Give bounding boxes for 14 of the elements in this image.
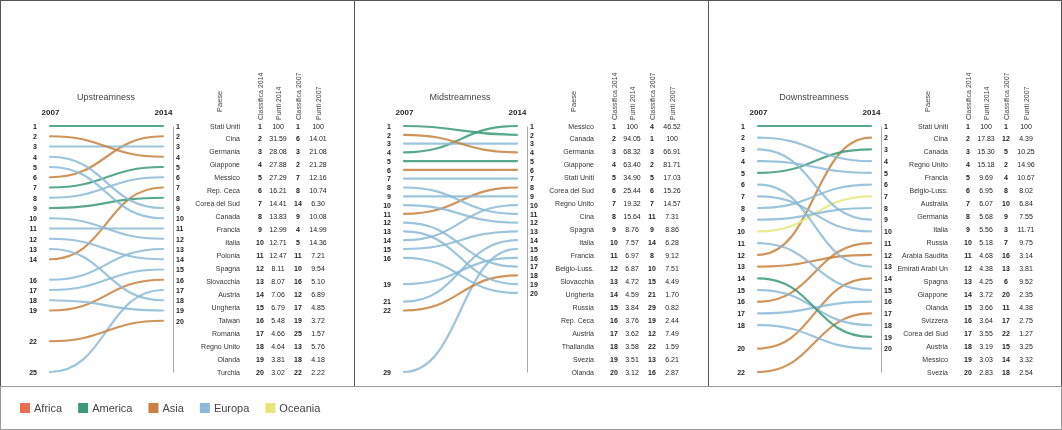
x-tick-label: 2014 xyxy=(508,108,527,117)
category-label: Africa xyxy=(34,402,63,414)
chart-title: Upstreamness xyxy=(76,92,136,102)
chart-title: Midstreamness xyxy=(429,92,491,102)
category-label: Oceania xyxy=(279,402,322,414)
chart-title: Downstreamness xyxy=(779,92,850,102)
x-tick-label: 2007 xyxy=(395,108,414,117)
category-label: Europa xyxy=(213,402,251,414)
x-tick-label: 2014 xyxy=(862,108,881,117)
category-label: America xyxy=(92,402,134,414)
category-label: Asia xyxy=(162,402,185,414)
x-tick-label: 2014 xyxy=(154,108,173,117)
x-tick-label: 2007 xyxy=(41,108,60,117)
x-tick-label: 2007 xyxy=(749,108,768,117)
